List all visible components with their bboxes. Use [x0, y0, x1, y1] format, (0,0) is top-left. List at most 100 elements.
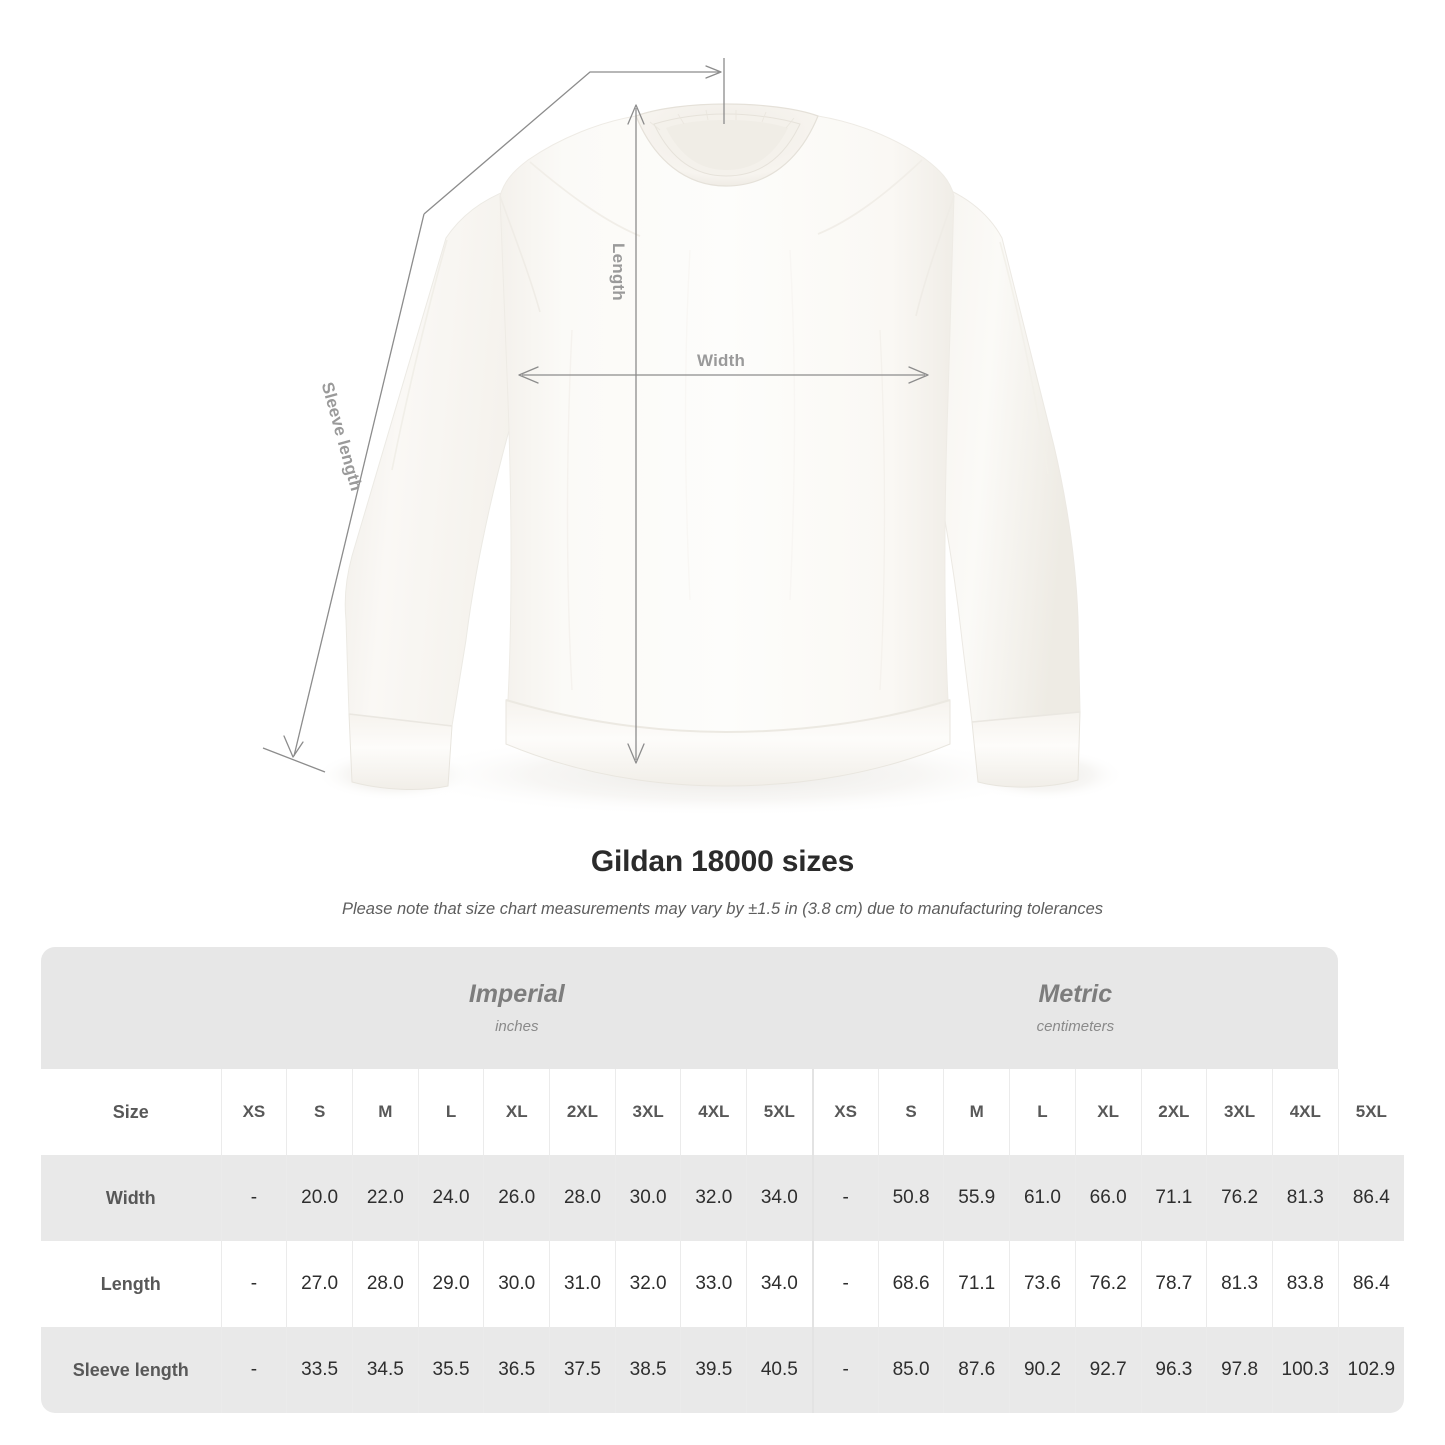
cell-length-metric-s: 68.6: [877, 1241, 944, 1327]
cell-sleeve-metric-s: 85.0: [877, 1327, 944, 1413]
left-armhole-seam: [499, 195, 541, 313]
cell-length-imperial-s: 27.0: [286, 1241, 353, 1327]
sweatshirt-diagram: [262, 58, 1125, 817]
cell-length-imperial-5xl: 34.0: [746, 1241, 813, 1327]
size-header-imperial-s: S: [286, 1069, 353, 1155]
left-sleeve: [344, 185, 549, 727]
cell-length-imperial-4xl: 33.0: [680, 1241, 747, 1327]
cell-width-metric-4xl: 81.3: [1271, 1155, 1339, 1241]
cell-sleeve-metric-xs: -: [811, 1327, 879, 1413]
cell-length-imperial-xs: -: [220, 1241, 287, 1327]
length-arrowhead-top: [627, 104, 645, 125]
cell-width-metric-xs: -: [811, 1155, 879, 1241]
cell-sleeve-imperial-m: 34.5: [351, 1327, 419, 1413]
cell-width-metric-xl: 66.0: [1074, 1155, 1142, 1241]
cell-sleeve-imperial-l: 35.5: [417, 1327, 484, 1413]
size-chart-table-container: Imperial inches Metric centimeters Size …: [41, 947, 1404, 1413]
cell-width-imperial-2xl: 28.0: [549, 1155, 616, 1241]
size-header-metric-xs: XS: [811, 1069, 879, 1155]
size-header-row: Size XS S M L XL 2XL 3XL 4XL 5XL XS S M …: [41, 1069, 1404, 1155]
page-title: Gildan 18000 sizes: [590, 845, 855, 878]
width-measurement-label: Width: [697, 351, 746, 370]
cell-width-metric-l: 61.0: [1009, 1155, 1076, 1241]
cell-sleeve-imperial-3xl: 38.5: [614, 1327, 681, 1413]
size-header-metric-s: S: [877, 1069, 944, 1155]
cell-width-imperial-m: 22.0: [351, 1155, 419, 1241]
measurement-annotations: [262, 58, 929, 773]
cell-length-metric-xl: 76.2: [1074, 1241, 1142, 1327]
cell-length-metric-2xl: 78.7: [1140, 1241, 1207, 1327]
cell-sleeve-imperial-4xl: 39.5: [680, 1327, 747, 1413]
unit-system-metric-name: Metric: [1038, 979, 1113, 1008]
cell-width-imperial-xl: 26.0: [483, 1155, 550, 1241]
cell-length-metric-xs: -: [811, 1241, 879, 1327]
cell-width-imperial-3xl: 30.0: [614, 1155, 681, 1241]
right-cuff: [971, 711, 1081, 788]
cell-sleeve-metric-2xl: 96.3: [1140, 1327, 1207, 1413]
size-header-imperial-5xl: 5XL: [746, 1069, 813, 1155]
unit-band-spacer: [41, 947, 222, 1069]
length-arrowhead-bottom: [627, 743, 645, 764]
sleeve-length-arrowhead-bottom: [283, 735, 304, 758]
width-arrowhead-right: [908, 366, 929, 384]
left-sleeve-fold: [391, 239, 448, 471]
collar-ribbing: [649, 109, 795, 131]
unit-system-imperial-name: Imperial: [468, 979, 565, 1008]
cell-sleeve-metric-4xl: 100.3: [1271, 1327, 1339, 1413]
sleeve-length-line: [293, 213, 425, 757]
cell-sleeve-metric-3xl: 97.8: [1206, 1327, 1273, 1413]
size-header-label: Size: [41, 1069, 222, 1155]
garment-illustration: Length Width Sleeve length: [262, 58, 1125, 817]
cell-width-imperial-4xl: 32.0: [680, 1155, 747, 1241]
size-header-metric-4xl: 4XL: [1271, 1069, 1339, 1155]
cell-sleeve-imperial-5xl: 40.5: [746, 1327, 813, 1413]
size-header-imperial-m: M: [351, 1069, 419, 1155]
width-arrowhead-left: [518, 366, 539, 384]
size-header-imperial-xs: XS: [220, 1069, 287, 1155]
cell-sleeve-metric-5xl: 102.9: [1337, 1327, 1404, 1413]
cell-length-metric-3xl: 81.3: [1206, 1241, 1273, 1327]
length-measurement-label: Length: [609, 243, 628, 301]
size-header-metric-xl: XL: [1074, 1069, 1142, 1155]
size-header-metric-5xl: 5XL: [1337, 1069, 1404, 1155]
table-row: Sleeve length - 33.5 34.5 35.5 36.5 37.5…: [41, 1327, 1404, 1413]
sleeve-length-lead: [423, 71, 719, 215]
left-cuff: [348, 713, 453, 790]
size-header-imperial-2xl: 2XL: [549, 1069, 616, 1155]
unit-system-metric: Metric centimeters: [812, 947, 1339, 1069]
cell-width-imperial-xs: -: [220, 1155, 287, 1241]
row-label-width: Width: [41, 1155, 222, 1241]
neck-opening: [666, 120, 788, 170]
unit-system-imperial-unit: inches: [495, 1018, 539, 1036]
cell-sleeve-imperial-xl: 36.5: [483, 1327, 550, 1413]
left-cuff-seam: [348, 713, 453, 727]
cell-sleeve-metric-m: 87.6: [943, 1327, 1010, 1413]
unit-system-imperial: Imperial inches: [221, 947, 813, 1069]
cell-length-imperial-2xl: 31.0: [549, 1241, 616, 1327]
left-shoulder-seam: [529, 161, 641, 237]
right-armhole-seam: [915, 195, 955, 317]
sleeve-length-tick-bottom: [262, 747, 326, 773]
cell-length-metric-m: 71.1: [943, 1241, 1010, 1327]
cell-length-metric-5xl: 86.4: [1337, 1241, 1404, 1327]
size-header-metric-m: M: [943, 1069, 1010, 1155]
size-header-imperial-4xl: 4XL: [680, 1069, 747, 1155]
cell-sleeve-imperial-s: 33.5: [286, 1327, 353, 1413]
cell-length-imperial-m: 28.0: [351, 1241, 419, 1327]
right-shoulder-seam: [817, 159, 923, 235]
size-header-metric-l: L: [1009, 1069, 1076, 1155]
title-block: Gildan 18000 sizes Please note that size…: [0, 845, 1445, 919]
size-chart-table: Imperial inches Metric centimeters Size …: [41, 947, 1404, 1413]
cell-sleeve-metric-xl: 92.7: [1074, 1327, 1142, 1413]
right-sleeve-fold: [999, 241, 1049, 475]
sleeve-length-arrowhead-right: [705, 65, 722, 79]
cell-width-metric-3xl: 76.2: [1206, 1155, 1273, 1241]
cell-length-metric-4xl: 83.8: [1271, 1241, 1339, 1327]
cell-sleeve-metric-l: 90.2: [1009, 1327, 1076, 1413]
unit-system-header-row: Imperial inches Metric centimeters: [41, 947, 1404, 1069]
body-folds: [566, 249, 886, 691]
size-header-imperial-3xl: 3XL: [614, 1069, 681, 1155]
size-header-metric-2xl: 2XL: [1140, 1069, 1207, 1155]
row-label-length: Length: [41, 1241, 222, 1327]
